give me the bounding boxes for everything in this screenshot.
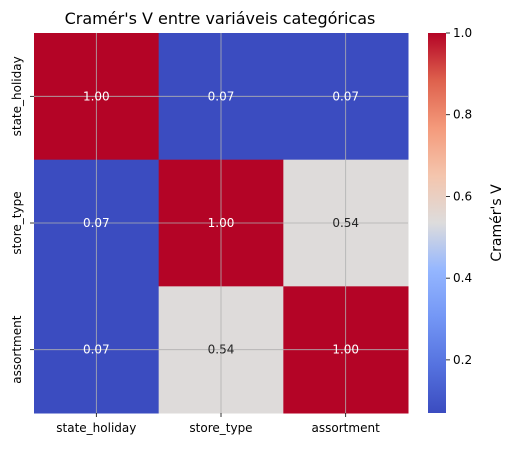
y-tick-label: store_type <box>10 191 24 254</box>
y-tick-label: assortment <box>10 315 24 384</box>
chart-title: Cramér's V entre variáveis categóricas <box>65 9 376 28</box>
colorbar-ticks: 0.2 0.4 0.6 0.8 1.0 <box>446 26 472 367</box>
cell-value-label: 1.00 <box>208 216 235 230</box>
colorbar-tick-label: 0.2 <box>453 353 472 367</box>
colorbar-tick-label: 0.4 <box>453 271 472 285</box>
colorbar-label: Cramér's V <box>489 184 505 262</box>
cell-value-label: 0.07 <box>332 89 359 103</box>
cell-value-label: 1.00 <box>83 89 110 103</box>
x-tick-label: state_holiday <box>56 421 136 435</box>
cell-value-label: 1.00 <box>332 343 359 357</box>
cell-value-label: 0.54 <box>332 216 359 230</box>
cell-value-label: 0.07 <box>83 343 110 357</box>
cell-value-labels: 1.00 0.07 0.07 0.07 1.00 0.54 0.07 0.54 1.00 <box>83 89 359 356</box>
colorbar-tick-label: 0.8 <box>453 108 472 122</box>
x-axis-ticks: state_holiday store_type assortment <box>56 413 380 435</box>
colorbar-tick-label: 1.0 <box>453 26 472 40</box>
cell-value-label: 0.54 <box>208 343 235 357</box>
colorbar-gradient <box>428 33 446 413</box>
x-tick-label: assortment <box>312 421 381 435</box>
y-tick-label: state_holiday <box>10 56 24 136</box>
x-tick-label: store_type <box>189 421 252 435</box>
colorbar: 0.2 0.4 0.6 0.8 1.0 Cramér's V <box>428 26 505 413</box>
cell-value-label: 0.07 <box>208 89 235 103</box>
y-axis-ticks: state_holiday store_type assortment <box>10 56 34 384</box>
colorbar-tick-label: 0.6 <box>453 189 472 203</box>
cell-value-label: 0.07 <box>83 216 110 230</box>
gridlines <box>34 33 409 414</box>
